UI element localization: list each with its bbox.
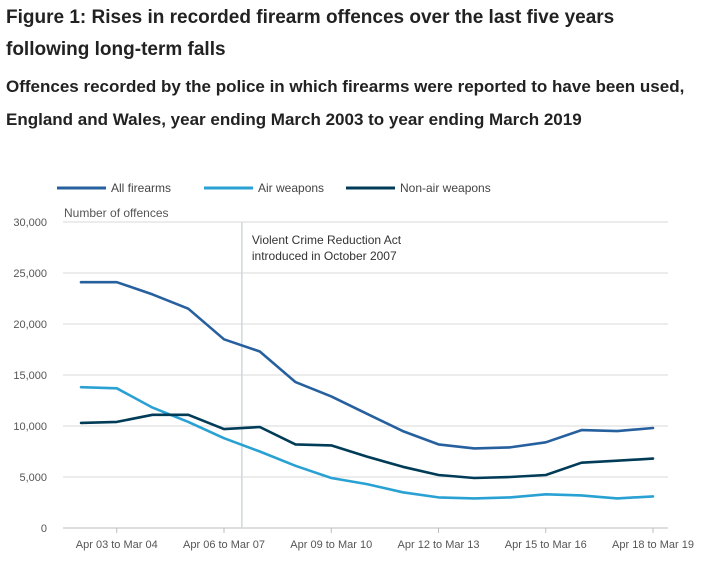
y-axis-title: Number of offences (64, 206, 169, 220)
y-tick-label: 0 (41, 523, 47, 535)
annotation-text: introduced in October 2007 (252, 249, 397, 263)
chart-subtitle: Offences recorded by the police in which… (6, 77, 685, 129)
x-tick-label: Apr 15 to Mar 16 (505, 539, 587, 551)
y-tick-label: 15,000 (13, 370, 47, 382)
x-tick-label: Apr 12 to Mar 13 (398, 539, 480, 551)
y-tick-label: 10,000 (13, 421, 47, 433)
y-tick-label: 25,000 (13, 268, 47, 280)
series-line-air-weapons (79, 385, 655, 500)
annotation-text: Violent Crime Reduction Act (252, 233, 402, 247)
y-tick-label: 30,000 (13, 217, 47, 229)
x-tick-label: Apr 18 to Mar 19 (612, 539, 694, 551)
legend-label: Air weapons (258, 181, 324, 195)
x-tick-label: Apr 03 to Mar 04 (76, 539, 158, 551)
legend-label: Non-air weapons (400, 181, 491, 195)
y-tick-label: 20,000 (13, 319, 47, 331)
y-tick-label: 5,000 (19, 472, 47, 484)
x-tick-label: Apr 06 to Mar 07 (183, 539, 265, 551)
chart-title: Figure 1: Rises in recorded firearm offe… (6, 7, 615, 60)
legend-label: All firearms (111, 181, 171, 195)
series-line-all-firearms (79, 280, 655, 450)
series-line-non-air-weapons (79, 413, 655, 480)
x-tick-label: Apr 09 to Mar 10 (290, 539, 372, 551)
